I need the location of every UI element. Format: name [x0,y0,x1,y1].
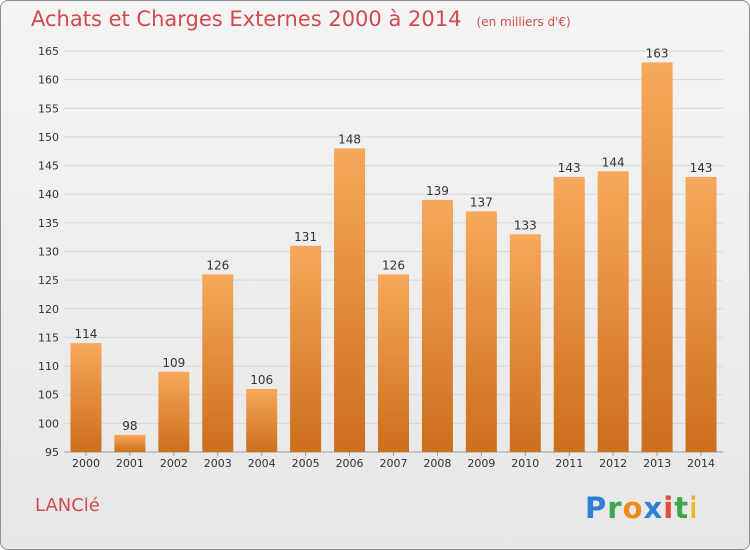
x-tick-label: 2014 [687,457,715,470]
data-label: 137 [470,195,493,209]
data-labels: 114 98 109 126 106 131 148 126 139 137 133 143 144 16… [75,46,713,432]
bar-2004 [246,388,278,452]
title-row: Achats et Charges Externes 2000 à 2014 (… [31,7,571,31]
data-label: 143 [558,161,581,175]
x-tick-label: 2013 [643,457,671,470]
x-tick-label: 2004 [248,457,276,470]
bar-2013 [641,62,673,452]
x-tick-label: 2009 [467,457,495,470]
data-label: 139 [426,184,449,198]
x-tick-label: 2003 [204,457,232,470]
x-tick-label: 2012 [599,457,627,470]
bar-2002 [158,371,190,452]
x-tick-label: 2001 [116,457,144,470]
y-tick-label: 120 [38,303,59,316]
bar-2007 [378,274,409,452]
y-tick-label: 95 [45,446,59,459]
bar-2003 [202,274,234,452]
data-label: 126 [382,258,405,272]
data-label: 133 [514,218,537,232]
data-label: 114 [75,327,98,341]
y-tick-label: 110 [38,360,59,373]
y-tick-label: 100 [38,417,59,430]
x-tick-label: 2010 [511,457,539,470]
y-tick-label: 130 [38,246,59,259]
data-label: 144 [602,155,625,169]
y-tick-label: 125 [38,274,59,287]
x-tick-label: 2006 [336,457,364,470]
y-tick-label: 135 [38,217,59,230]
y-tick-label: 155 [38,102,59,115]
bar-2010 [509,234,541,452]
bar-2014 [685,177,717,452]
y-tick-label: 150 [38,131,59,144]
data-label: 163 [646,46,669,60]
bar-2005 [290,245,322,452]
x-tick-label: 2007 [380,457,408,470]
bar-2008 [421,199,453,452]
data-label: 131 [294,230,317,244]
y-tick-label: 105 [38,389,59,402]
commune-name: LANClé [35,495,100,516]
y-tick-label: 140 [38,188,59,201]
y-tick-label: 115 [38,331,59,344]
x-tick-label: 2002 [160,457,188,470]
data-label: 143 [690,161,713,175]
bar-2011 [553,177,585,452]
svg-text:Proxiti: Proxiti [585,491,695,525]
x-tick-label: 2011 [555,457,583,470]
y-tick-label: 160 [38,74,59,87]
bar-2001 [114,434,146,452]
data-label: 148 [338,132,361,146]
bar-2000 [70,343,102,452]
bars [70,62,717,453]
y-tick-label: 165 [38,45,59,58]
proxiti-logo: Proxiti [585,491,695,525]
chart-unit: (en milliers d'€) [476,15,571,29]
data-label: 98 [122,419,137,433]
y-tick-label: 145 [38,160,59,173]
chart-title: Achats et Charges Externes 2000 à 2014 [31,7,462,31]
data-label: 126 [206,258,229,272]
y-axis-ticks: 95 100 105 110 115 120 125 130 135 140 145 150 155 16… [38,45,59,459]
bar-2012 [597,171,629,453]
x-tick-label: 2008 [423,457,451,470]
bar-2006 [334,148,366,452]
bar-2009 [465,211,497,452]
x-tick-label: 2000 [72,457,100,470]
x-axis-ticks: 2000 2001 2002 2003 2004 2005 2006 2007 2008 2009… [72,452,715,470]
data-label: 106 [250,373,273,387]
x-tick-label: 2005 [292,457,320,470]
data-label: 109 [162,356,185,370]
